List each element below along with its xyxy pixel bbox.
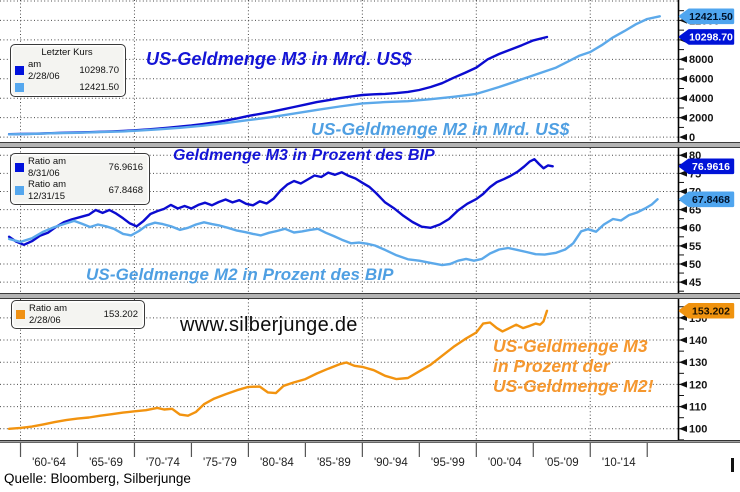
panel1-m2-annotation: US-Geldmenge M2 in Mrd. US$	[311, 119, 570, 139]
major-tick-arrow	[679, 75, 687, 82]
y-tick-label: 55	[689, 241, 701, 253]
y-tick-label: 140	[689, 335, 707, 347]
y-tick-label: 45	[689, 277, 701, 289]
legend-row: am 2/28/06 10298.70	[15, 59, 119, 82]
major-tick-arrow	[679, 242, 687, 250]
last-value-badge	[678, 29, 735, 45]
x-tick-label: '10-'14	[602, 457, 636, 469]
legend-row: 12421.50	[15, 82, 119, 94]
legend-value: 10298.70	[79, 64, 119, 76]
major-tick-arrow	[679, 95, 687, 102]
major-tick-arrow	[679, 278, 687, 286]
legend-label: am 2/28/06	[28, 59, 60, 82]
watermark-silberjunge: www.silberjunge.de	[180, 314, 358, 336]
y-tick-label: 0	[689, 132, 695, 142]
major-tick-arrow	[679, 133, 687, 141]
x-tick-label: '90-'94	[374, 457, 408, 469]
major-tick-arrow	[679, 425, 687, 432]
x-tick-label: '80-'84	[260, 457, 294, 469]
legend-panel3[interactable]: Ratio am 2/28/06 153.202	[11, 300, 145, 329]
legend-panel1[interactable]: Letzter Kurs am 2/28/06 10298.70 12421.50	[10, 44, 126, 97]
y-tick-label: 100	[689, 424, 707, 436]
legend-panel2[interactable]: Ratio am 8/31/06 76.9616 Ratio am 12/31/15…	[10, 153, 150, 205]
y-tick-label: 110	[689, 402, 707, 414]
y-tick-label: 120	[689, 379, 707, 391]
series-line	[7, 309, 549, 431]
major-tick-arrow	[679, 260, 687, 268]
series-line	[7, 157, 554, 247]
legend-swatch	[15, 83, 24, 93]
series-line	[7, 15, 661, 136]
x-tick-label: '95-'99	[431, 457, 465, 469]
x-tick-label: '05-'09	[545, 457, 579, 469]
legend-swatch	[15, 66, 24, 75]
last-value-badge	[678, 302, 735, 319]
y-tick-label: 6000	[689, 74, 713, 86]
legend-value: 12421.50	[79, 82, 119, 93]
y-tick-label: 50	[689, 259, 701, 271]
major-tick-arrow	[679, 336, 687, 344]
last-value-badge-label: 67.8468	[692, 194, 730, 206]
legend-row: Ratio am 2/28/06 153.202	[16, 303, 138, 326]
major-tick-arrow	[679, 403, 687, 410]
major-tick-arrow	[679, 56, 687, 63]
legend-header: Letzter Kurs	[41, 47, 93, 58]
last-value-badge	[678, 8, 735, 25]
panel1-title: US-Geldmenge M3 in Mrd. US$	[146, 49, 412, 69]
series-line	[7, 198, 659, 267]
x-tick-label: '65-'69	[89, 457, 123, 469]
panel-separator	[0, 293, 740, 299]
x-tick-label: '00-'04	[488, 457, 522, 469]
y-tick-label: 2000	[689, 113, 713, 125]
legend-swatch	[15, 163, 24, 172]
x-axis-bar	[0, 440, 740, 443]
y-tick-label: 130	[689, 357, 707, 369]
x-tick-label: '70-'74	[146, 457, 180, 469]
legend-label: Ratio am 12/31/15	[28, 179, 67, 202]
y-tick-label: 65	[689, 205, 701, 217]
legend-label: Ratio am 8/31/06	[28, 156, 67, 179]
legend-swatch	[16, 310, 25, 319]
y-tick-label: 4000	[689, 93, 713, 105]
legend-row: Ratio am 8/31/06 76.9616	[15, 156, 143, 179]
last-value-badge	[678, 158, 735, 175]
major-tick-arrow	[679, 224, 687, 231]
y-tick-label: 60	[689, 223, 701, 235]
x-axis: '60-'64 '65-'69 '70-'74 '75-'79 '80-'84 '85-'…	[19, 443, 648, 469]
legend-value: 76.9616	[108, 161, 143, 173]
major-tick-arrow	[679, 206, 687, 213]
source-credit: Quelle: Bloomberg, Silberjunge	[4, 471, 191, 486]
legend-value: 67.8468	[108, 184, 143, 196]
x-tick-label: '75-'79	[203, 457, 237, 469]
legend-label: Ratio am 2/28/06	[29, 303, 68, 326]
legend-swatch	[15, 186, 24, 195]
major-tick-arrow	[679, 188, 687, 195]
last-value-badge	[678, 191, 735, 208]
major-tick-arrow	[679, 170, 687, 177]
panel3-annotation-line1: US-Geldmenge M3	[493, 336, 648, 356]
legend-row: Ratio am 12/31/15 67.8468	[15, 179, 143, 202]
panel3-annotation-line3: US-Geldmenge M2!	[493, 376, 654, 396]
legend-value: 153.202	[103, 308, 138, 320]
panel3-annotation-line2: in Prozent der	[493, 356, 610, 376]
text-cursor	[731, 458, 734, 472]
last-value-badge-label: 12421.50	[689, 11, 733, 23]
x-tick-label: '60-'64	[32, 457, 66, 469]
last-value-badge-label: 76.9616	[692, 161, 730, 173]
y-tick-label: 8000	[689, 54, 713, 66]
major-tick-arrow	[679, 381, 687, 388]
last-value-badge-label: 10298.70	[689, 32, 733, 44]
x-tick-label: '85-'89	[317, 457, 351, 469]
major-tick-arrow	[679, 359, 687, 366]
major-tick-arrow	[679, 152, 687, 159]
major-tick-arrow	[679, 314, 687, 322]
major-tick-arrow	[679, 114, 687, 121]
panel2-title: Geldmenge M3 in Prozent des BIP	[173, 147, 435, 164]
panel3-annotation: US-Geldmenge M3 in Prozent der US-Geldme…	[493, 336, 653, 396]
panel2-m2-annotation: US-Geldmenge M2 in Prozent des BIP	[86, 265, 394, 284]
panel-separator	[0, 142, 740, 148]
last-value-badge-label: 153.202	[692, 305, 730, 317]
